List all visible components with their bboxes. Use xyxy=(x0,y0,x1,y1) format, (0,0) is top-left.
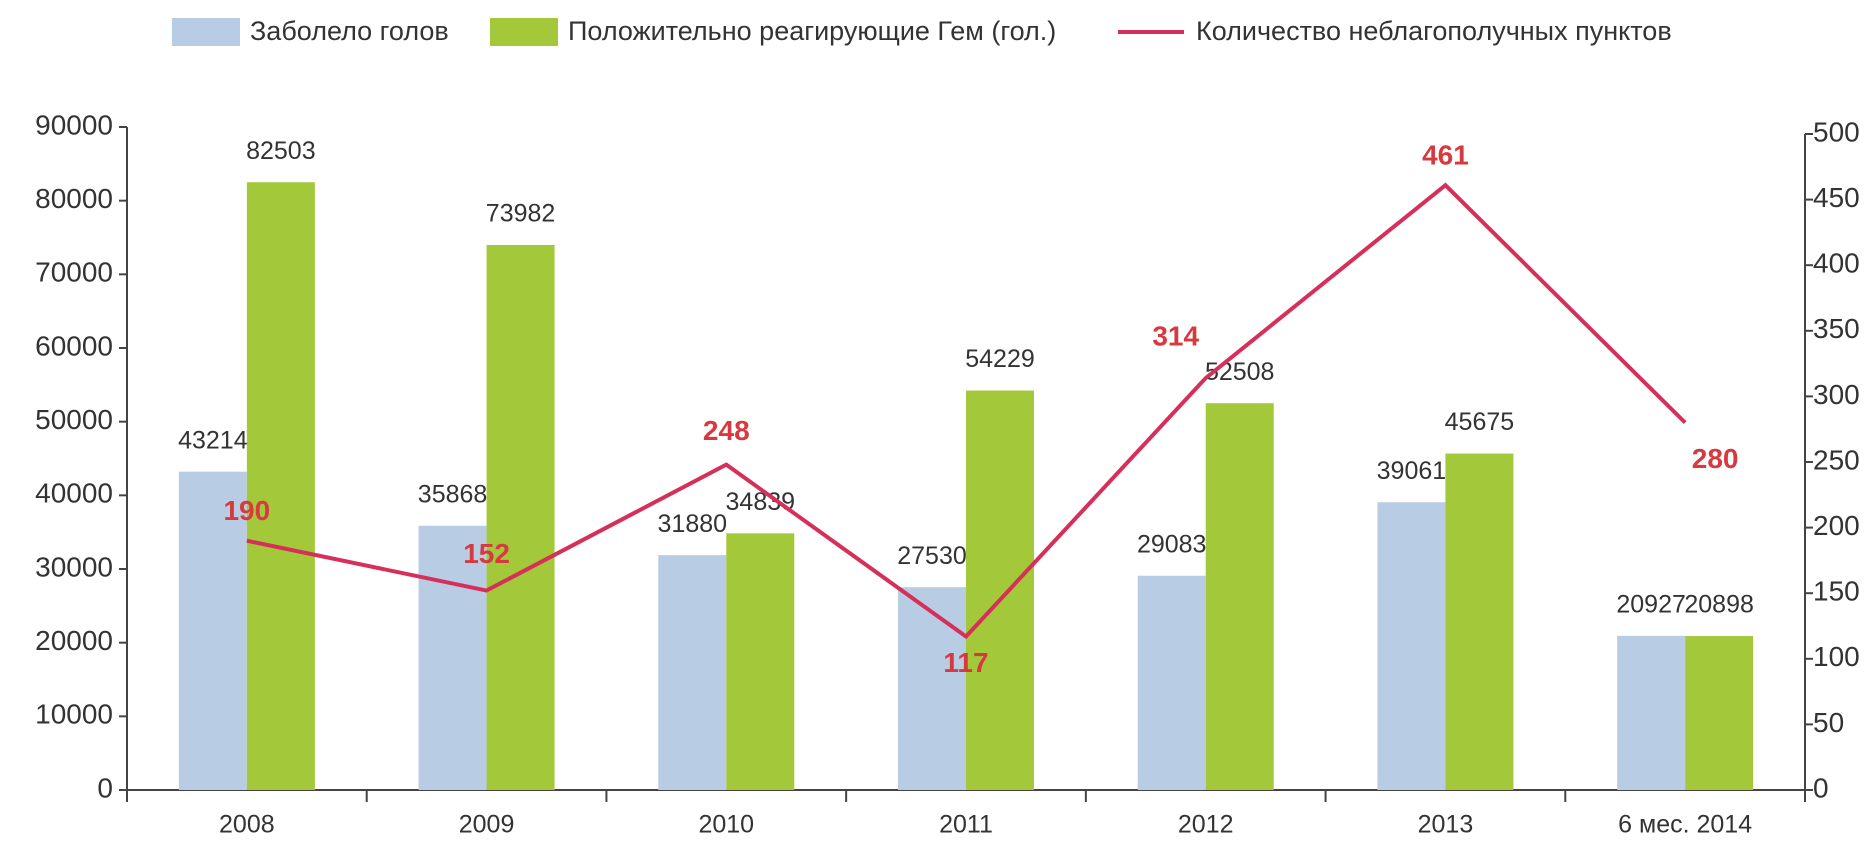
line-value-label: 117 xyxy=(943,647,988,678)
y2-tick-label: 400 xyxy=(1813,248,1860,279)
bar-value-label: 29083 xyxy=(1137,530,1207,558)
x-tick-label: 2008 xyxy=(219,811,275,839)
x-tick-label: 2011 xyxy=(939,811,993,839)
bar xyxy=(898,587,966,790)
bar-value-label: 73982 xyxy=(486,200,556,228)
y2-tick-label: 450 xyxy=(1813,182,1860,213)
bar xyxy=(178,471,247,790)
bar-value-label: 54229 xyxy=(965,345,1035,373)
legend-swatch xyxy=(172,18,240,46)
y2-tick-label: 100 xyxy=(1813,641,1860,672)
y-tick-label: 0 xyxy=(97,772,113,803)
bar-value-label: 82503 xyxy=(246,137,316,165)
legend-swatch xyxy=(490,18,558,46)
legend-label: Количество неблагополучных пунктов xyxy=(1196,16,1672,46)
y-tick-label: 20000 xyxy=(35,625,113,656)
x-tick-label: 2010 xyxy=(698,811,754,839)
bar xyxy=(966,390,1034,790)
bar-value-label: 35868 xyxy=(418,480,488,508)
bar xyxy=(726,533,795,790)
x-tick-label: 2012 xyxy=(1178,811,1234,839)
bar xyxy=(1377,502,1446,790)
y-tick-label: 10000 xyxy=(35,699,113,730)
line-value-label: 152 xyxy=(463,538,510,569)
y-tick-label: 50000 xyxy=(35,404,113,435)
y2-tick-label: 300 xyxy=(1813,379,1860,410)
y-tick-label: 80000 xyxy=(35,183,113,214)
bar xyxy=(418,525,487,790)
bar-value-label: 27530 xyxy=(897,542,967,570)
line-value-label: 248 xyxy=(703,415,750,446)
line-value-label: 280 xyxy=(1692,443,1739,474)
bar xyxy=(1445,453,1514,790)
bar xyxy=(1617,635,1686,790)
bar xyxy=(486,244,555,790)
y-tick-label: 90000 xyxy=(35,109,113,140)
y-tick-label: 60000 xyxy=(35,330,113,361)
y2-tick-label: 250 xyxy=(1813,444,1860,475)
bar-value-label: 43214 xyxy=(178,426,248,454)
line xyxy=(246,182,1687,640)
bar-value-label: 34839 xyxy=(726,488,796,516)
bar xyxy=(1137,575,1206,790)
y-tick-label: 30000 xyxy=(35,551,113,582)
bar-value-label: 45675 xyxy=(1445,408,1515,436)
bar xyxy=(658,555,727,790)
y-tick-label: 40000 xyxy=(35,478,113,509)
y2-tick-label: 50 xyxy=(1813,707,1844,738)
bar-value-label: 20898 xyxy=(1684,591,1754,619)
bar-value-label: 20927 xyxy=(1616,590,1686,618)
y2-tick-label: 500 xyxy=(1813,116,1860,147)
legend-label: Положительно реагирующие Гем (гол.) xyxy=(568,16,1056,46)
x-tick-label: 6 мес. 2014 xyxy=(1618,811,1752,839)
x-tick-label: 2009 xyxy=(459,811,515,839)
y2-tick-label: 200 xyxy=(1813,510,1860,541)
bar xyxy=(1685,636,1754,790)
y2-tick-label: 0 xyxy=(1813,772,1829,803)
x-tick-label: 2013 xyxy=(1418,811,1474,839)
bar-value-label: 39061 xyxy=(1377,457,1447,485)
y-tick-label: 70000 xyxy=(35,257,113,288)
line-value-label: 190 xyxy=(223,495,270,526)
y2-tick-label: 350 xyxy=(1813,313,1860,344)
bar xyxy=(246,182,315,790)
bar-value-label: 31880 xyxy=(658,510,728,538)
line-value-label: 314 xyxy=(1152,320,1199,351)
bar xyxy=(1205,403,1274,790)
legend-label: Заболело голов xyxy=(250,16,449,46)
y2-tick-label: 150 xyxy=(1813,576,1860,607)
line-value-label: 461 xyxy=(1422,140,1469,171)
